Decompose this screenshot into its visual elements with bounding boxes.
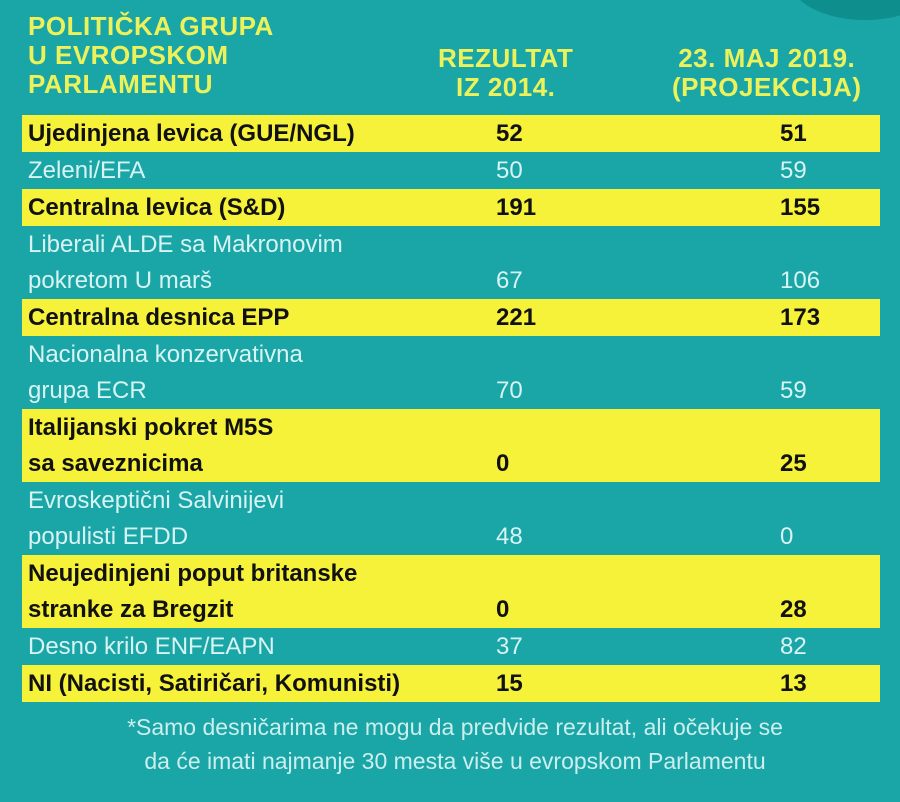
group-name: Centralna desnica EPP [28, 300, 289, 336]
group-name: Liberali ALDE sa Makronovim pokretom U ma… [28, 227, 343, 299]
table-row: Ujedinjena levica (GUE/NGL) 52 51 [22, 115, 880, 152]
group-name: Nacionalna konzervativna grupa ECR [28, 337, 303, 409]
table-row: Zeleni/EFA 50 59 [22, 152, 880, 189]
group-name-line: Liberali ALDE sa Makronovim [28, 231, 343, 258]
header-line: IZ 2014. [456, 72, 556, 102]
table-row: Evroskeptični Salvinijevi populisti EFDD 4… [22, 482, 880, 555]
group-name-line: Zeleni/EFA [28, 157, 146, 184]
value-2014: 191 [496, 194, 537, 221]
value-2014: 15 [496, 670, 523, 697]
table-header: POLITIČKA GRUPA U EVROPSKOM PARLAMENTU R… [0, 0, 900, 118]
group-name: Desno krilo ENF/EAPN [28, 629, 275, 665]
table-row: NI (Nacisti, Satiričari, Komunisti) 15 13 [22, 665, 880, 702]
value-2014: 0 [496, 450, 510, 477]
value-2019-projection: 28 [780, 596, 807, 623]
header-political-group: POLITIČKA GRUPA U EVROPSKOM PARLAMENTU [28, 12, 274, 99]
value-2019-projection: 13 [780, 670, 807, 697]
header-projection-2019: 23. MAJ 2019. (PROJEKCIJA) [672, 44, 861, 102]
header-line: POLITIČKA GRUPA [28, 11, 274, 41]
group-name-line: Evroskeptični Salvinijevi [28, 487, 285, 514]
value-2014: 70 [496, 377, 523, 404]
value-2019-projection: 59 [780, 157, 807, 184]
footnote: *Samo desničarima ne mogu da predvide re… [40, 710, 870, 778]
table-row: Neujedinjeni poput britanske stranke za B… [22, 555, 880, 628]
group-name: Centralna levica (S&D) [28, 190, 285, 226]
group-name: NI (Nacisti, Satiričari, Komunisti) [28, 666, 400, 702]
group-name-line: sa saveznicima [28, 450, 203, 477]
value-2019-projection: 0 [780, 523, 794, 550]
group-name-line: Neujedinjeni poput britanske [28, 560, 358, 587]
value-2014: 0 [496, 596, 510, 623]
value-2014: 37 [496, 633, 523, 660]
table-row: Centralna levica (S&D) 191 155 [22, 189, 880, 226]
group-name-line: Italijanski pokret M5S [28, 414, 274, 441]
group-name-line: Desno krilo ENF/EAPN [28, 633, 275, 660]
group-name-line: NI (Nacisti, Satiričari, Komunisti) [28, 670, 401, 697]
value-2019-projection: 51 [780, 120, 807, 147]
value-2014: 52 [496, 120, 523, 147]
group-name: Ujedinjena levica (GUE/NGL) [28, 116, 355, 152]
group-name: Evroskeptični Salvinijevi populisti EFDD [28, 483, 284, 555]
group-name: Italijanski pokret M5S sa saveznicima [28, 410, 273, 482]
value-2019-projection: 82 [780, 633, 807, 660]
group-name-line: grupa ECR [28, 377, 147, 404]
value-2014: 221 [496, 304, 537, 331]
group-name: Neujedinjeni poput britanske stranke za B… [28, 556, 357, 628]
value-2019-projection: 173 [780, 304, 821, 331]
value-2019-projection: 25 [780, 450, 807, 477]
header-line: REZULTAT [438, 43, 574, 73]
table-row: Desno krilo ENF/EAPN 37 82 [22, 628, 880, 665]
group-name-line: Centralna levica (S&D) [28, 194, 286, 221]
table-row: Liberali ALDE sa Makronovim pokretom U ma… [22, 226, 880, 299]
group-name-line: Ujedinjena levica (GUE/NGL) [28, 120, 355, 147]
header-line: (PROJEKCIJA) [672, 72, 862, 102]
footnote-line: *Samo desničarima ne mogu da predvide re… [127, 714, 783, 740]
group-name: Zeleni/EFA [28, 153, 145, 189]
header-line: PARLAMENTU [28, 69, 214, 99]
seat-table: Ujedinjena levica (GUE/NGL) 52 51 Zeleni/EF… [22, 115, 880, 702]
header-line: 23. MAJ 2019. [678, 43, 856, 73]
value-2019-projection: 106 [780, 267, 821, 294]
value-2014: 50 [496, 157, 523, 184]
group-name-line: Centralna desnica EPP [28, 304, 290, 331]
value-2014: 48 [496, 523, 523, 550]
value-2019-projection: 59 [780, 377, 807, 404]
group-name-line: stranke za Bregzit [28, 596, 234, 623]
table-row: Italijanski pokret M5S sa saveznicima 0 25 [22, 409, 880, 482]
group-name-line: Nacionalna konzervativna [28, 341, 303, 368]
table-row: Centralna desnica EPP 221 173 [22, 299, 880, 336]
group-name-line: pokretom U marš [28, 267, 213, 294]
header-result-2014: REZULTAT IZ 2014. [438, 44, 573, 102]
value-2019-projection: 155 [780, 194, 821, 221]
table-row: Nacionalna konzervativna grupa ECR 70 59 [22, 336, 880, 409]
footnote-line: da će imati najmanje 30 mesta više u evr… [144, 748, 766, 774]
header-line: U EVROPSKOM [28, 40, 229, 70]
group-name-line: populisti EFDD [28, 523, 189, 550]
value-2014: 67 [496, 267, 523, 294]
